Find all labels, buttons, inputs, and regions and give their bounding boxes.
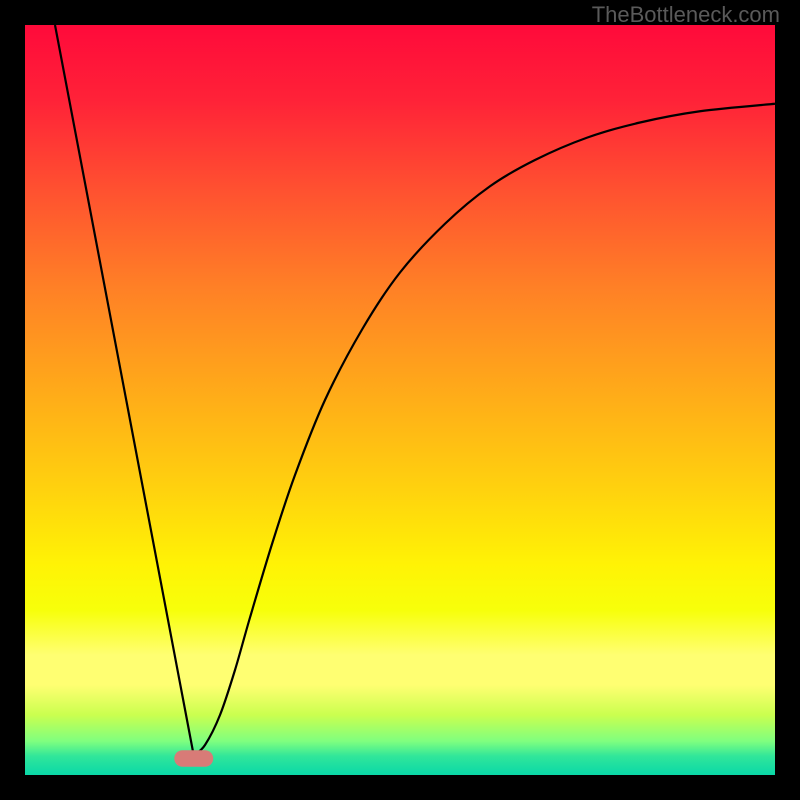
chart-container: TheBottleneck.com xyxy=(0,0,800,800)
plot-background xyxy=(25,25,775,775)
optimal-marker xyxy=(174,750,213,767)
watermark-text: TheBottleneck.com xyxy=(592,2,780,28)
bottleneck-chart xyxy=(0,0,800,800)
